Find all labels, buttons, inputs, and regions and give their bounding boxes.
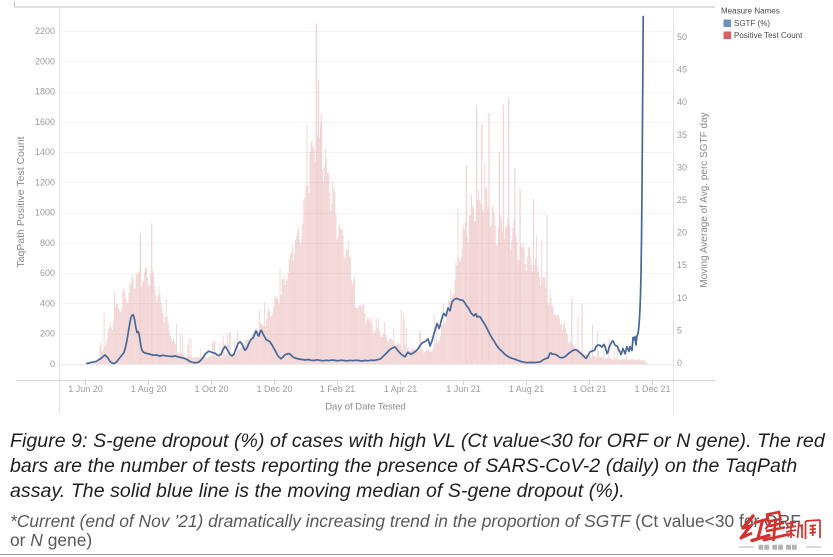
svg-text:25: 25 — [677, 195, 687, 205]
svg-text:1 Feb 21: 1 Feb 21 — [320, 384, 356, 394]
svg-text:1200: 1200 — [35, 177, 55, 187]
svg-text:1000: 1000 — [35, 208, 55, 218]
svg-text:30: 30 — [677, 162, 687, 172]
svg-text:50: 50 — [677, 32, 687, 42]
svg-text:Measure Names: Measure Names — [721, 7, 780, 16]
svg-text:Moving Average of Avg. perc SG: Moving Average of Avg. perc SGTF day — [699, 112, 710, 287]
svg-text:0: 0 — [677, 358, 682, 368]
svg-text:1800: 1800 — [35, 87, 55, 97]
svg-text:1 Aug 21: 1 Aug 21 — [509, 384, 545, 394]
svg-text:35: 35 — [677, 130, 687, 140]
svg-text:1 Aug 20: 1 Aug 20 — [131, 384, 167, 394]
svg-text:5: 5 — [677, 325, 682, 335]
svg-text:1 Jun 21: 1 Jun 21 — [446, 384, 481, 394]
svg-text:600: 600 — [40, 268, 55, 278]
svg-text:200: 200 — [40, 329, 55, 339]
svg-text:15: 15 — [677, 260, 687, 270]
svg-text:1400: 1400 — [35, 147, 55, 157]
svg-text:SGTF (%): SGTF (%) — [734, 19, 770, 28]
svg-text:2200: 2200 — [35, 26, 55, 36]
svg-text:1 Apr 21: 1 Apr 21 — [384, 384, 418, 394]
svg-text:2000: 2000 — [35, 56, 55, 66]
svg-text:1 Jun 20: 1 Jun 20 — [68, 384, 103, 394]
svg-text:1 Oct 21: 1 Oct 21 — [572, 384, 606, 394]
svg-text:800: 800 — [40, 238, 55, 248]
svg-text:TaqPath Positive Test Count: TaqPath Positive Test Count — [15, 136, 27, 267]
svg-text:20: 20 — [677, 228, 687, 238]
svg-text:1 Dec 21: 1 Dec 21 — [634, 384, 670, 394]
svg-text:1600: 1600 — [35, 117, 55, 127]
svg-text:45: 45 — [677, 65, 687, 75]
svg-text:0: 0 — [50, 359, 55, 369]
svg-text:1 Dec 20: 1 Dec 20 — [256, 384, 292, 394]
svg-text:40: 40 — [677, 97, 687, 107]
svg-text:Positive Test Count: Positive Test Count — [734, 31, 803, 40]
svg-text:400: 400 — [40, 299, 55, 309]
svg-text:Day of Date Tested: Day of Date Tested — [325, 402, 406, 413]
svg-text:10: 10 — [677, 293, 687, 303]
svg-text:1 Oct 20: 1 Oct 20 — [194, 384, 228, 394]
